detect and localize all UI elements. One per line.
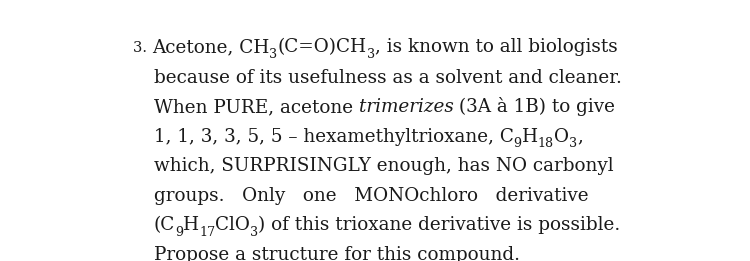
Text: O: O bbox=[554, 128, 568, 146]
Text: H: H bbox=[183, 216, 199, 234]
Text: H: H bbox=[521, 128, 538, 146]
Text: ) of this trioxane derivative is possible.: ) of this trioxane derivative is possibl… bbox=[258, 216, 620, 234]
Text: because of its usefulness as a solvent and cleaner.: because of its usefulness as a solvent a… bbox=[154, 69, 622, 87]
Text: 18: 18 bbox=[538, 138, 554, 151]
Text: 3: 3 bbox=[367, 48, 375, 61]
Text: 9: 9 bbox=[175, 226, 183, 239]
Text: (3A à 1B) to give: (3A à 1B) to give bbox=[453, 97, 615, 116]
Text: (C: (C bbox=[154, 216, 175, 234]
Text: Acetone, CH: Acetone, CH bbox=[152, 38, 269, 56]
Text: When PURE, acetone: When PURE, acetone bbox=[154, 98, 358, 116]
Text: 3: 3 bbox=[269, 48, 278, 61]
Text: 3.: 3. bbox=[134, 41, 152, 55]
Text: ClO: ClO bbox=[215, 216, 250, 234]
Text: trimerizes: trimerizes bbox=[358, 98, 453, 116]
Text: (C=O)CH: (C=O)CH bbox=[278, 38, 367, 56]
Text: Propose a structure for this compound.: Propose a structure for this compound. bbox=[154, 246, 520, 261]
Text: 1, 1, 3, 3, 5, 5 – hexamethyltrioxane, C: 1, 1, 3, 3, 5, 5 – hexamethyltrioxane, C bbox=[154, 128, 514, 146]
Text: 3: 3 bbox=[250, 226, 258, 239]
Text: ,: , bbox=[577, 128, 583, 146]
Text: 17: 17 bbox=[199, 226, 215, 239]
Text: , is known to all biologists: , is known to all biologists bbox=[375, 38, 617, 56]
Text: groups.   Only   one   MONOchloro   derivative: groups. Only one MONOchloro derivative bbox=[154, 187, 588, 205]
Text: which, SURPRISINGLY enough, has NO carbonyl: which, SURPRISINGLY enough, has NO carbo… bbox=[154, 157, 614, 175]
Text: 9: 9 bbox=[514, 138, 521, 151]
Text: 3: 3 bbox=[568, 138, 577, 151]
